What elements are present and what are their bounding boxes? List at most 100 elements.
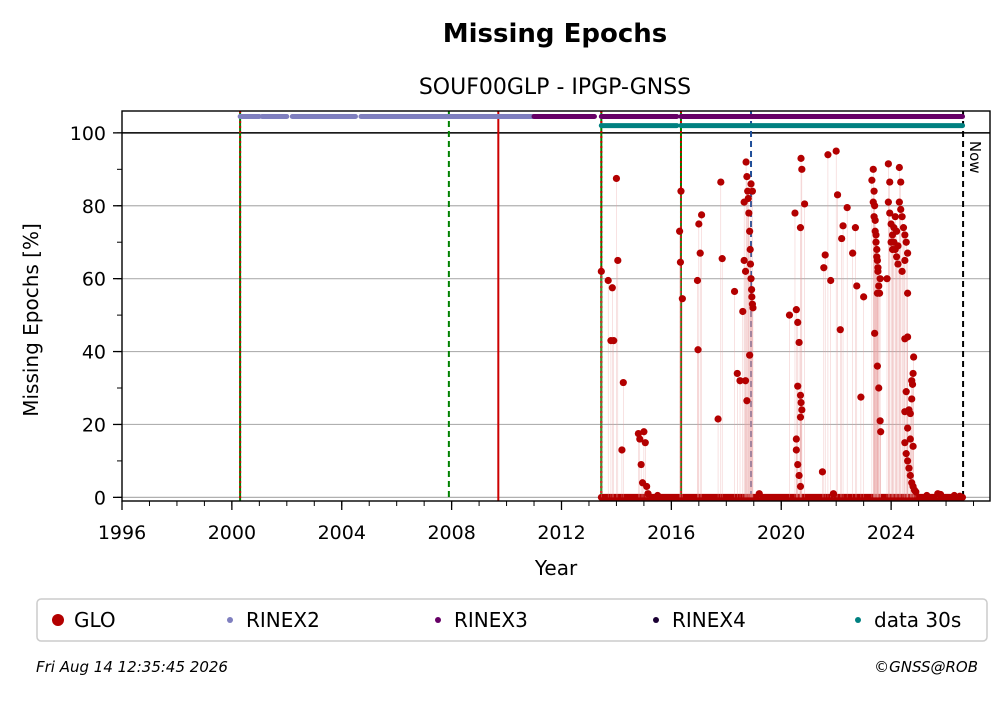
- y-tick-label: 20: [82, 414, 106, 436]
- glo-point: [832, 147, 840, 155]
- glo-point: [909, 442, 917, 450]
- glo-point: [794, 318, 802, 327]
- legend-label: data 30s: [874, 608, 961, 632]
- x-tick-label: 2000: [208, 522, 256, 544]
- glo-point: [818, 468, 827, 476]
- glo-point: [676, 227, 684, 235]
- glo-point: [612, 174, 621, 183]
- glo-point: [897, 178, 905, 186]
- glo-point: [876, 275, 884, 283]
- glo-point: [901, 256, 909, 265]
- y-tick-label: 60: [82, 269, 106, 291]
- glo-point: [718, 255, 726, 263]
- glo-point: [677, 187, 685, 195]
- glo-point: [903, 457, 912, 465]
- y-axis-label: Missing Epochs [%]: [19, 223, 43, 417]
- legend-marker: [855, 617, 861, 623]
- glo-point: [610, 337, 618, 345]
- glo-point: [843, 203, 851, 212]
- event-lines: [239, 111, 965, 501]
- legend-marker: [227, 617, 233, 623]
- glo-point: [902, 238, 910, 246]
- glo-point: [906, 435, 914, 443]
- glo-point: [903, 249, 912, 257]
- glo-point: [746, 260, 755, 268]
- legend-box: [36, 598, 988, 642]
- legend-marker: [435, 617, 441, 623]
- x-tick-label: 2012: [537, 522, 585, 544]
- glo-point: [873, 289, 881, 297]
- y-tick-label: 40: [82, 342, 106, 364]
- glo-point: [797, 154, 805, 162]
- glo-point: [795, 471, 803, 480]
- glo-point: [614, 256, 622, 265]
- glo-point: [839, 222, 847, 230]
- glo-point: [872, 238, 880, 246]
- glo-point: [903, 289, 912, 297]
- glo-point: [798, 406, 806, 414]
- glo-point: [909, 369, 917, 378]
- glo-point: [800, 200, 809, 208]
- glo-point: [796, 391, 805, 399]
- glo-point: [747, 180, 755, 188]
- legend-label: RINEX4: [672, 608, 746, 632]
- glo-point: [730, 287, 739, 296]
- glo-point: [871, 227, 879, 235]
- x-tick-label: 2024: [867, 522, 915, 544]
- glo-point: [792, 306, 800, 314]
- glo-point: [886, 209, 894, 217]
- glo-point: [910, 353, 918, 361]
- glo-point: [903, 333, 912, 341]
- glo-point: [608, 284, 616, 292]
- glo-point: [619, 378, 627, 387]
- y-tick-label: 100: [70, 123, 106, 145]
- x-axis-label: Year: [534, 556, 578, 580]
- glo-point: [733, 369, 741, 378]
- glo-point: [883, 275, 891, 283]
- now-label: Now: [966, 141, 984, 174]
- chart-title: Missing Epochs: [443, 19, 667, 49]
- glo-point: [887, 238, 895, 246]
- glo-point: [898, 267, 906, 275]
- glo-point: [897, 205, 905, 214]
- glo-point: [906, 409, 914, 418]
- grid-lines: [122, 132, 990, 498]
- glo-point: [886, 178, 894, 186]
- glo-point: [902, 450, 910, 458]
- glo-point: [903, 424, 912, 432]
- glo-point: [894, 242, 902, 250]
- x-tick-label: 2020: [757, 522, 805, 544]
- glo-point: [796, 413, 805, 421]
- glo-point: [749, 304, 757, 312]
- glo-point: [640, 428, 648, 436]
- glo-point: [739, 307, 747, 316]
- glo-point: [714, 415, 722, 423]
- glo-point: [744, 194, 752, 203]
- glo-point: [888, 245, 897, 254]
- glo-point: [643, 482, 651, 491]
- glo-point: [746, 227, 754, 235]
- glo-point: [820, 264, 828, 272]
- glo-point: [884, 198, 892, 206]
- glo-point: [901, 439, 909, 447]
- glo-point: [870, 213, 878, 221]
- glo-point: [875, 384, 883, 392]
- glo-point: [936, 490, 945, 499]
- glo-point: [873, 362, 881, 370]
- glo-point: [644, 490, 652, 498]
- footer-timestamp: Fri Aug 14 12:35:45 2026: [36, 658, 228, 676]
- glo-point: [785, 311, 794, 319]
- glo-point: [833, 191, 842, 199]
- glo-point: [792, 435, 800, 443]
- chart-subtitle: SOUF00GLP - IPGP-GNSS: [419, 75, 691, 100]
- glo-point: [741, 267, 750, 275]
- glo-point: [923, 491, 931, 500]
- glo-point: [696, 249, 704, 257]
- glo-point: [748, 187, 756, 195]
- glo-point: [891, 213, 899, 221]
- glo-point: [641, 439, 649, 447]
- glo-point: [694, 346, 702, 354]
- glo-point: [876, 417, 884, 425]
- glo-point: [873, 253, 881, 261]
- glo-point: [597, 267, 605, 275]
